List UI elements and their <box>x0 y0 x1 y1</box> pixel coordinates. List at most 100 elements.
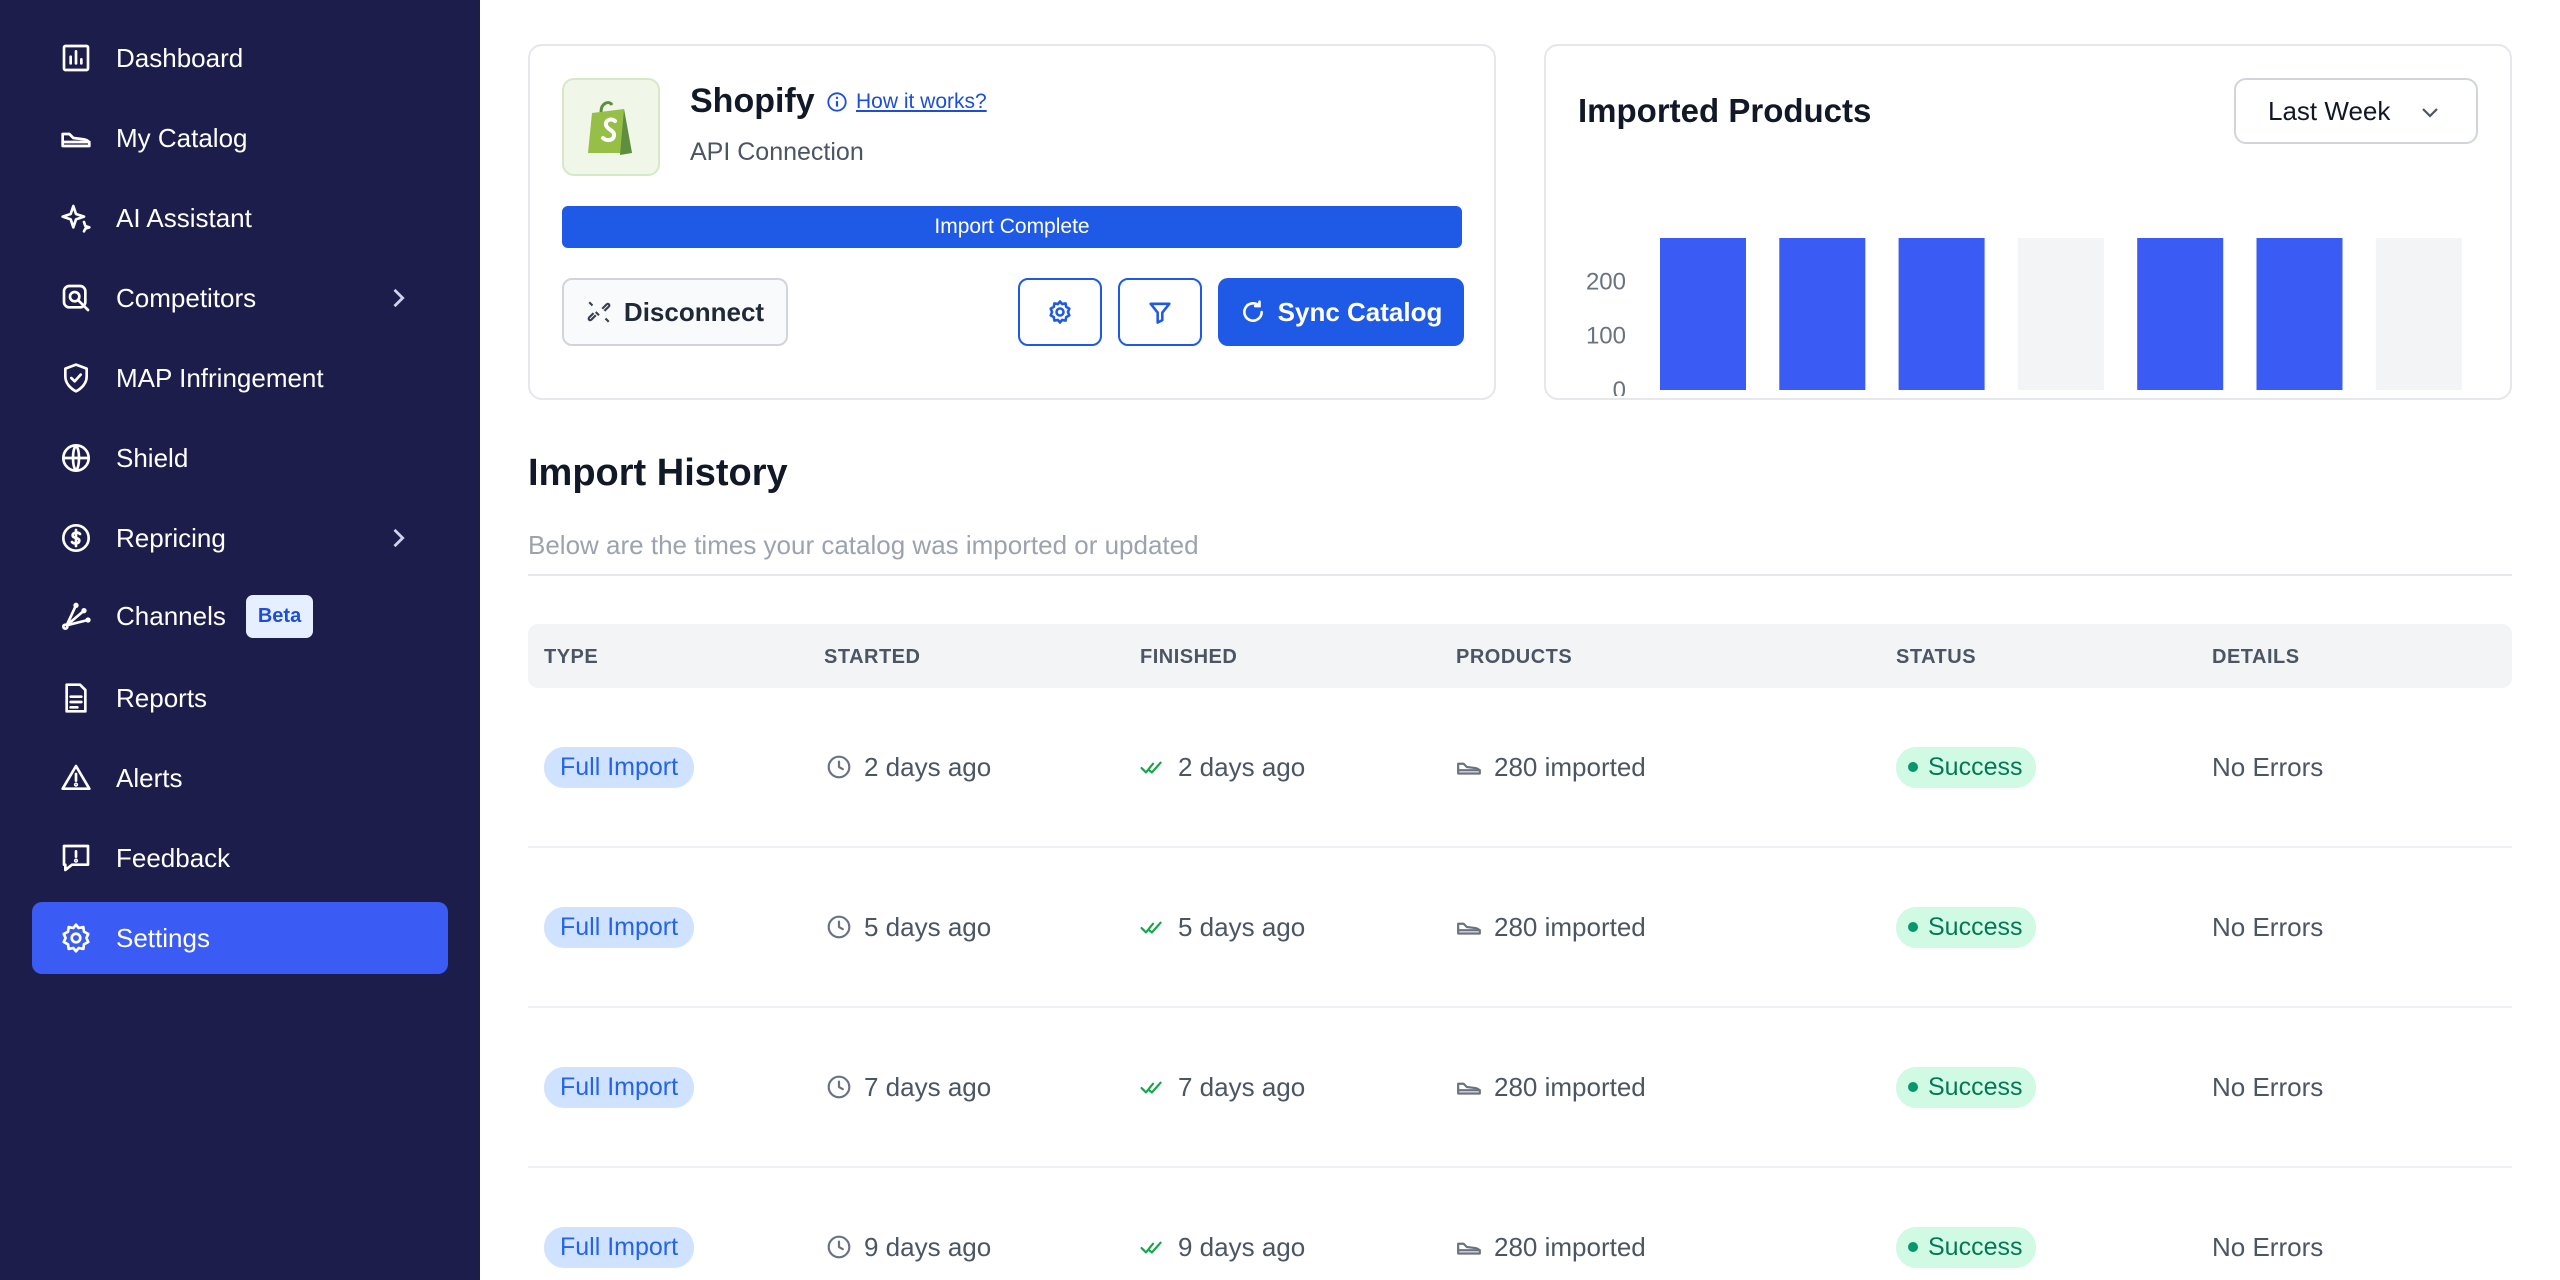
type-badge: Full Import <box>544 906 695 948</box>
table-header: TYPE STARTED FINISHED PRODUCTS STATUS DE… <box>528 624 2512 688</box>
beta-badge: Beta <box>245 594 314 638</box>
sidebar-item-label: Shield <box>116 442 189 473</box>
bar[interactable] <box>1898 238 1985 390</box>
status-cell: Success <box>1896 848 2037 1006</box>
import-progress-bar: Import Complete <box>562 206 1462 248</box>
table-row[interactable]: Full Import 9 days ago 9 days ago 280 impor… <box>528 1168 2512 1280</box>
sidebar-item-label: MAP Infringement <box>116 362 324 393</box>
status-dot <box>1908 762 1918 772</box>
sidebar-item-shield[interactable]: Shield <box>32 422 448 494</box>
status-value: Success <box>1928 752 2023 781</box>
shoe-icon <box>1457 762 1481 775</box>
status-cell: Success <box>1896 688 2037 846</box>
finished-cell: 9 days ago <box>1140 1168 1305 1280</box>
status-badge: Success <box>1896 1066 2037 1108</box>
sync-catalog-button[interactable]: Sync Catalog <box>1218 278 1464 346</box>
status-value: Success <box>1928 1072 2023 1101</box>
document-icon <box>58 680 94 716</box>
sidebar-item-map-infringement[interactable]: MAP Infringement <box>32 342 448 414</box>
range-select-value: Last Week <box>2268 95 2391 126</box>
sidebar-item-label: Competitors <box>116 282 257 313</box>
filter-button[interactable] <box>1118 278 1202 346</box>
column-header-started: STARTED <box>824 646 921 668</box>
table-row[interactable]: Full Import 7 days ago 7 days ago 280 impor… <box>528 1008 2512 1168</box>
bar[interactable] <box>1779 238 1866 390</box>
table-row[interactable]: Full Import 5 days ago 5 days ago 280 impor… <box>528 848 2512 1008</box>
details-cell: No Errors <box>2212 1008 2323 1166</box>
sidebar-item-dashboard[interactable]: Dashboard <box>32 22 448 94</box>
sidebar-item-alerts[interactable]: Alerts <box>32 742 448 814</box>
sidebar-item-ai-assistant[interactable]: AI Assistant <box>32 182 448 254</box>
shoe-icon <box>1457 1242 1481 1255</box>
details-value: No Errors <box>2212 1071 2324 1102</box>
sidebar-item-competitors[interactable]: Competitors <box>32 262 448 334</box>
sidebar-item-my-catalog[interactable]: My Catalog <box>32 102 448 174</box>
clock-icon <box>827 915 851 939</box>
status-value: Success <box>1928 912 2023 941</box>
bar[interactable] <box>1660 238 1746 390</box>
finished-value: 5 days ago <box>1178 911 1306 942</box>
sidebar-item-label: Channels <box>116 600 226 631</box>
table-row[interactable]: Full Import 2 days ago 2 days ago 280 impor… <box>528 688 2512 848</box>
sidebar-item-label: Alerts <box>116 762 183 793</box>
clock-icon <box>827 1235 851 1259</box>
feedback-icon <box>58 840 94 876</box>
type-badge: Full Import <box>544 1226 695 1268</box>
status-badge: Success <box>1896 746 2037 788</box>
bar[interactable] <box>2137 238 2224 390</box>
column-header-type: TYPE <box>544 646 599 668</box>
channels-icon <box>58 598 94 634</box>
sidebar-item-label: My Catalog <box>116 122 248 153</box>
double-check-icon <box>1140 921 1162 934</box>
disconnect-button[interactable]: Disconnect <box>562 278 788 346</box>
type-badge: Full Import <box>544 746 695 788</box>
sidebar-item-label: Reports <box>116 682 208 713</box>
sidebar-item-settings[interactable]: Settings <box>32 902 448 974</box>
shoe-icon <box>1457 1082 1481 1095</box>
sidebar-item-feedback[interactable]: Feedback <box>32 822 448 894</box>
products-value: 280 imported <box>1494 1231 1646 1262</box>
details-cell: No Errors <box>2212 848 2323 1006</box>
details-cell: No Errors <box>2212 688 2323 846</box>
details-cell: No Errors <box>2212 1168 2323 1280</box>
status-badge: Success <box>1896 1226 2037 1268</box>
warning-icon <box>58 760 94 796</box>
products-value: 280 imported <box>1494 911 1646 942</box>
sidebar-item-label: AI Assistant <box>116 202 252 233</box>
sidebar-item-reports[interactable]: Reports <box>32 662 448 734</box>
imported-products-chart: 200 100 0 <box>1586 238 2462 396</box>
started-cell: 9 days ago <box>826 1168 991 1280</box>
sidebar-item-label: Feedback <box>116 842 231 873</box>
bar[interactable] <box>2256 238 2343 390</box>
products-cell: 280 imported <box>1456 1168 1646 1280</box>
sidebar-item-repricing[interactable]: Repricing <box>32 502 448 574</box>
sidebar-item-label: Dashboard <box>116 42 244 73</box>
connection-title: Shopify <box>690 82 815 120</box>
status-dot <box>1908 1082 1918 1092</box>
double-check-icon <box>1140 1081 1162 1094</box>
details-value: No Errors <box>2212 911 2324 942</box>
dashboard-icon <box>58 40 94 76</box>
type-cell: Full Import <box>544 848 695 1006</box>
range-select[interactable]: Last Week <box>2234 78 2478 144</box>
y-tick-label: 100 <box>1586 323 1626 350</box>
connection-settings-button[interactable] <box>1018 278 1102 346</box>
chevron-down-icon <box>2418 100 2442 124</box>
column-header-finished: FINISHED <box>1140 646 1238 668</box>
type-cell: Full Import <box>544 1168 695 1280</box>
globe-icon <box>58 440 94 476</box>
started-cell: 7 days ago <box>826 1008 991 1166</box>
chevron-right-icon <box>384 284 412 312</box>
refresh-icon <box>1242 300 1263 322</box>
double-check-icon <box>1140 761 1162 774</box>
imported-products-card: Imported Products Last Week 200 100 0 <box>1544 44 2512 400</box>
sidebar-item-channels[interactable]: Channels Beta <box>32 580 448 652</box>
how-it-works-link[interactable]: How it works? <box>826 90 987 114</box>
status-cell: Success <box>1896 1008 2037 1166</box>
shopify-logo <box>562 78 660 176</box>
started-value: 5 days ago <box>864 911 992 942</box>
import-history-subtitle: Below are the times your catalog was imp… <box>528 530 1199 560</box>
products-cell: 280 imported <box>1456 848 1646 1006</box>
shield-check-icon <box>58 360 94 396</box>
